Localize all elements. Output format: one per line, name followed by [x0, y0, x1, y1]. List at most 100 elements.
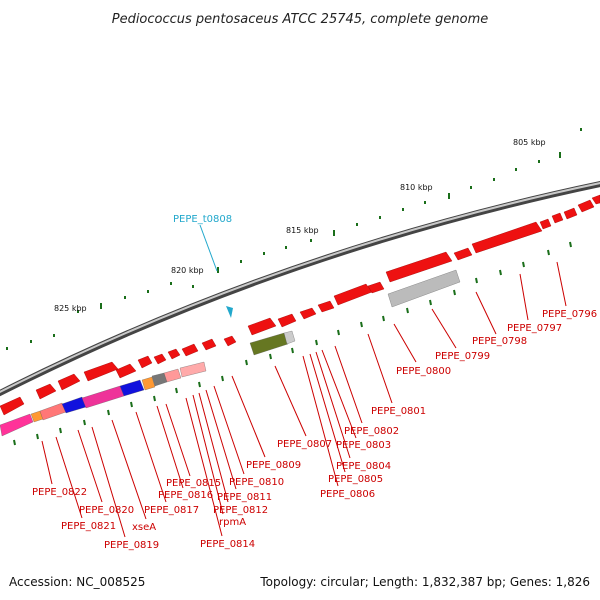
gene-leader-lines: [41, 261, 567, 538]
leader-line: [205, 389, 237, 490]
cds-arrow[interactable]: [539, 218, 552, 230]
cds-arrow[interactable]: [317, 300, 335, 313]
cds-arrow[interactable]: [153, 353, 167, 365]
gene-label-pepe-0820[interactable]: PEPE_0820: [79, 505, 134, 516]
inner-tick: [83, 419, 86, 426]
inner-tick: [475, 277, 478, 284]
cds-arrow[interactable]: [333, 283, 373, 306]
scale-tick: [310, 239, 312, 242]
gene-label-pepe-0821[interactable]: PEPE_0821: [61, 521, 116, 532]
gene-label-pepe-0798[interactable]: PEPE_0798: [472, 336, 527, 347]
inner-tick: [59, 427, 62, 434]
gene-label-pepe-0819[interactable]: PEPE_0819: [104, 540, 159, 551]
gene-label-pepe-0817[interactable]: PEPE_0817: [144, 505, 199, 516]
cds-box-silver[interactable]: [387, 269, 461, 308]
cds-arrow[interactable]: [35, 383, 57, 400]
scale-label-820: 820 kbp: [171, 266, 204, 275]
cds-arrow[interactable]: [453, 247, 473, 261]
scale-tick: [515, 168, 517, 171]
cds-arrow[interactable]: [201, 338, 217, 351]
cds-box-olive[interactable]: [249, 332, 289, 356]
scale-tick: [30, 340, 32, 343]
gene-label-pepe-0811[interactable]: PEPE_0811: [217, 492, 272, 503]
cds-arrow[interactable]: [83, 361, 119, 382]
leader-line: [165, 403, 191, 477]
inner-tick: [453, 289, 456, 296]
gene-label-pepe-0806[interactable]: PEPE_0806: [320, 489, 375, 500]
scale-tick: [559, 152, 561, 158]
cds-box-salmon[interactable]: [39, 402, 67, 421]
trna-leader-line: [199, 224, 218, 272]
scale-tick: [379, 216, 381, 219]
cds-arrow[interactable]: [385, 251, 453, 283]
gene-label-pepe-0799[interactable]: PEPE_0799: [435, 351, 490, 362]
cds-arrow[interactable]: [591, 194, 600, 205]
gene-label-pepe-0802[interactable]: PEPE_0802: [344, 426, 399, 437]
gene-label-pepe-0804[interactable]: PEPE_0804: [336, 461, 391, 472]
leader-line: [55, 436, 83, 519]
inner-tick: [337, 329, 340, 336]
gene-label-pepe-0801[interactable]: PEPE_0801: [371, 406, 426, 417]
forward-strand-genes: [0, 194, 600, 416]
gene-label-pepe-0810[interactable]: PEPE_0810: [229, 477, 284, 488]
gene-label-pepe-0803[interactable]: PEPE_0803: [336, 440, 391, 451]
trna-marker[interactable]: [226, 306, 233, 318]
gene-label-pepe-0814[interactable]: PEPE_0814: [200, 539, 255, 550]
cds-arrow[interactable]: [167, 348, 181, 360]
cds-arrow[interactable]: [577, 199, 595, 213]
leader-line: [231, 375, 266, 458]
leader-line: [309, 353, 346, 473]
trna-label[interactable]: PEPE_t0808: [173, 214, 232, 225]
gene-label-pepe-0822[interactable]: PEPE_0822: [32, 487, 87, 498]
leader-line: [431, 308, 457, 349]
inner-tick: [221, 375, 224, 382]
leader-line: [393, 323, 417, 363]
cds-box-pink-light[interactable]: [163, 368, 182, 383]
cds-arrow[interactable]: [115, 363, 137, 379]
scale-tick: [448, 193, 450, 199]
cds-box-orange-2[interactable]: [141, 376, 156, 391]
cds-arrow[interactable]: [563, 207, 578, 220]
cds-arrow[interactable]: [223, 335, 237, 347]
scale-tick: [147, 290, 149, 293]
gene-label-rpma[interactable]: rpmA: [219, 517, 246, 528]
scale-tick: [285, 246, 287, 249]
inner-tick: [382, 315, 385, 322]
scale-tick: [538, 160, 540, 163]
cds-arrow[interactable]: [277, 313, 297, 328]
cds-box-pink-stripe[interactable]: [179, 361, 207, 378]
gene-label-pepe-0809[interactable]: PEPE_0809: [246, 460, 301, 471]
inner-tick: [291, 347, 294, 354]
cds-arrow[interactable]: [551, 212, 564, 224]
gene-label-xsea[interactable]: xseA: [132, 522, 156, 533]
leader-line: [111, 419, 147, 520]
cds-arrow[interactable]: [299, 307, 317, 320]
cds-arrow[interactable]: [57, 373, 81, 391]
leader-line: [213, 385, 245, 475]
cds-box-magenta[interactable]: [81, 385, 125, 409]
genome-backbone: [0, 181, 600, 397]
gene-label-pepe-0805[interactable]: PEPE_0805: [328, 474, 383, 485]
gene-label-pepe-0797[interactable]: PEPE_0797: [507, 323, 562, 334]
gene-label-pepe-0807[interactable]: PEPE_0807: [277, 439, 332, 450]
gene-label-pepe-0816[interactable]: PEPE_0816: [158, 490, 213, 501]
cds-arrow[interactable]: [367, 281, 385, 294]
gene-label-pepe-0796[interactable]: PEPE_0796: [542, 309, 597, 320]
cds-arrow[interactable]: [0, 396, 25, 416]
gene-label-pepe-0800[interactable]: PEPE_0800: [396, 366, 451, 377]
cds-box-pink[interactable]: [0, 413, 34, 437]
leader-line: [334, 345, 363, 424]
cds-arrow[interactable]: [471, 221, 543, 254]
cds-box-blue-2[interactable]: [119, 379, 145, 397]
cds-arrow[interactable]: [181, 343, 199, 357]
leader-line: [156, 405, 184, 489]
scale-label-815: 815 kbp: [286, 226, 319, 235]
cds-box-gray-light[interactable]: [283, 330, 296, 345]
gene-label-pepe-0815[interactable]: PEPE_0815: [166, 478, 221, 489]
gene-label-pepe-0812[interactable]: PEPE_0812: [213, 505, 268, 516]
scale-tick: [333, 230, 335, 236]
cds-arrow[interactable]: [247, 317, 277, 336]
inner-tick: [269, 353, 272, 360]
cds-arrow[interactable]: [137, 355, 153, 369]
map-title: Pediococcus pentosaceus ATCC 25745, comp…: [112, 12, 489, 27]
